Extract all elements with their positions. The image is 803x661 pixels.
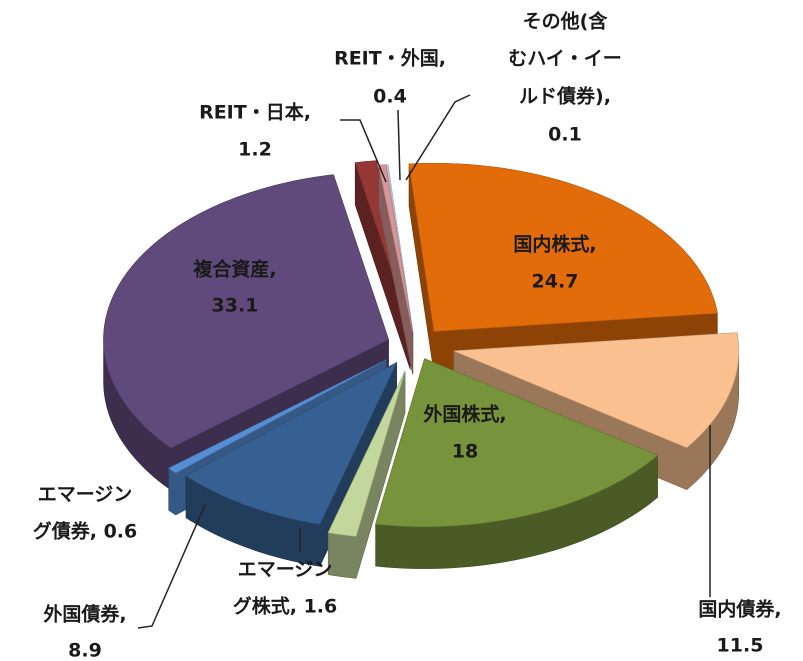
leader-line — [340, 119, 387, 183]
data-label: REIT・外国, — [334, 47, 446, 70]
data-label: 24.7 — [532, 271, 579, 293]
data-label: むハイ・イー — [508, 48, 622, 70]
slice — [453, 332, 740, 448]
data-label: ルド債券), — [519, 85, 611, 108]
slice — [103, 174, 389, 449]
slice — [327, 370, 406, 537]
data-label: グ債券, 0.6 — [33, 520, 138, 543]
data-label: 1.2 — [238, 139, 272, 161]
data-label: 18 — [452, 441, 478, 463]
data-label: 0.4 — [373, 86, 407, 108]
data-label: 複合資産, — [192, 258, 276, 281]
slice — [378, 164, 413, 333]
pie — [103, 160, 740, 579]
data-label: 33.1 — [212, 295, 259, 317]
data-label: 国内株式, — [513, 233, 596, 256]
leader-line — [397, 109, 401, 181]
data-label: 外国株式, — [423, 403, 506, 426]
slice — [408, 163, 718, 332]
data-label: 外国債券, — [43, 603, 126, 626]
data-label: グ株式, 1.6 — [233, 595, 338, 618]
data-label: 0.1 — [548, 124, 582, 146]
data-label: 11.5 — [717, 635, 764, 657]
slice — [185, 361, 398, 525]
slice — [168, 359, 387, 474]
slice — [385, 164, 414, 333]
data-label: エマージン — [238, 559, 333, 581]
data-label: エマージン — [38, 484, 133, 506]
data-label: REIT・日本, — [199, 101, 311, 124]
data-label: その他(含 — [523, 10, 609, 33]
data-label: 国内債券, — [698, 598, 781, 621]
data-label: 8.9 — [68, 640, 102, 661]
leader-line — [137, 504, 206, 629]
slice — [375, 358, 659, 527]
leader-line — [405, 94, 471, 181]
